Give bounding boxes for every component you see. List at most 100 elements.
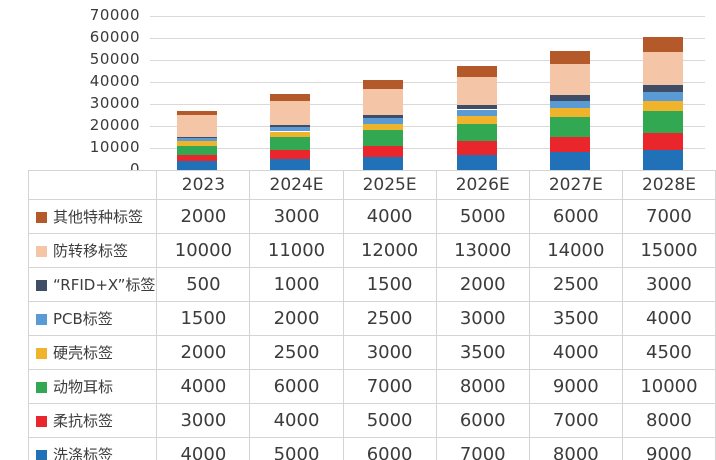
value-cell: 3000: [249, 199, 344, 234]
header-row: 2023 2024E 2025E 2026E 2027E 2028E: [27, 170, 716, 200]
series-label-cell: 柔抗标签: [27, 403, 158, 438]
bar-segment: [643, 85, 684, 92]
bar-segment: [456, 116, 497, 124]
bar-segment: [176, 161, 217, 170]
series-label: 防转移标签: [53, 242, 129, 260]
value-cell: 3000: [156, 403, 251, 438]
y-axis-tick-label: 40000: [89, 72, 140, 90]
bar-segment: [270, 124, 310, 128]
bar-segment: [363, 115, 404, 119]
series-label: 洗涤标签: [53, 446, 114, 460]
bar-segment: [176, 137, 217, 139]
bar-segment: [363, 123, 404, 131]
table-row: 硬壳标签 2000 2500 3000 3500 4000 4500: [27, 335, 716, 370]
value-cell: 12000: [342, 233, 437, 268]
column-header: 2023: [156, 170, 251, 200]
bar-segment: [456, 65, 497, 77]
value-cell: 1500: [342, 267, 437, 302]
value-cell: 10000: [621, 369, 716, 404]
series-label: 其他特种标签: [53, 208, 144, 226]
value-cell: 2000: [156, 335, 251, 370]
bar-segment: [550, 100, 590, 109]
gridline: [150, 16, 705, 17]
value-cell: 3000: [621, 267, 716, 302]
value-cell: 14000: [528, 233, 623, 268]
bar-segment: [176, 154, 217, 162]
value-cell: 6000: [342, 437, 437, 460]
bar-segment: [270, 94, 310, 101]
value-cell: 4000: [528, 335, 623, 370]
series-label: “RFID+X”标签: [53, 276, 156, 294]
bar-segment: [363, 79, 404, 89]
bar-segment: [456, 109, 497, 117]
bar-segment: [456, 154, 497, 170]
gridline: [150, 60, 705, 61]
bar-segment: [176, 141, 217, 146]
bar-segment: [176, 110, 217, 115]
y-axis-tick-label: 30000: [89, 94, 140, 112]
table-row: 动物耳标 4000 6000 7000 8000 9000 10000: [27, 369, 716, 404]
column-header: 2024E: [249, 170, 344, 200]
bar-segment: [456, 123, 497, 142]
bar-segment: [363, 88, 404, 115]
value-cell: 1000: [249, 267, 344, 302]
bar-segment: [363, 145, 404, 157]
series-label-cell: 其他特种标签: [27, 199, 158, 234]
bar-segment: [643, 132, 684, 151]
value-cell: 15000: [621, 233, 716, 268]
bar-segment: [643, 150, 684, 170]
legend-swatch-icon: [36, 212, 47, 223]
bar-segment: [270, 100, 310, 125]
bar-segment: [270, 159, 310, 170]
series-label-cell: 动物耳标: [27, 369, 158, 404]
value-cell: 500: [156, 267, 251, 302]
bar-segment: [550, 64, 590, 96]
bar-segment: [176, 145, 217, 155]
bar-segment: [643, 91, 684, 101]
series-label: 硬壳标签: [53, 344, 114, 362]
value-cell: 3500: [435, 335, 530, 370]
bar-segment: [550, 108, 590, 118]
value-cell: 13000: [435, 233, 530, 268]
table-row: PCB标签 1500 2000 2500 3000 3500 4000: [27, 301, 716, 336]
value-cell: 3000: [435, 301, 530, 336]
table-row: “RFID+X”标签 500 1000 1500 2000 2500 3000: [27, 267, 716, 302]
y-axis-tick-label: 60000: [89, 28, 140, 46]
bar-segment: [643, 110, 684, 133]
gridline: [150, 148, 705, 149]
bar-segment: [550, 95, 590, 101]
bar-segment: [363, 130, 404, 146]
value-cell: 5000: [342, 403, 437, 438]
bar-segment: [456, 105, 497, 110]
bar-segment: [456, 141, 497, 155]
value-cell: 7000: [528, 403, 623, 438]
value-cell: 3500: [528, 301, 623, 336]
value-cell: 8000: [621, 403, 716, 438]
plot-area: 0 10000 20000 30000 40000 50000 60000 70000: [0, 0, 716, 178]
series-label: 动物耳标: [53, 378, 114, 396]
value-cell: 4000: [621, 301, 716, 336]
bar-segment: [363, 156, 404, 170]
series-label-cell: “RFID+X”标签: [27, 267, 158, 302]
value-cell: 6000: [435, 403, 530, 438]
table-row: 洗涤标签 4000 5000 6000 7000 8000 9000: [27, 437, 716, 460]
table-row: 防转移标签 10000 11000 12000 13000 14000 15000: [27, 233, 716, 268]
gridline: [150, 82, 705, 83]
value-cell: 2000: [435, 267, 530, 302]
bar-segment: [363, 118, 404, 124]
table-row: 柔抗标签 3000 4000 5000 6000 7000 8000: [27, 403, 716, 438]
y-axis-tick-label: 10000: [89, 138, 140, 156]
series-label-cell: 洗涤标签: [27, 437, 158, 460]
gridline: [150, 126, 705, 127]
value-cell: 4000: [156, 437, 251, 460]
legend-swatch-icon: [36, 314, 47, 325]
value-cell: 6000: [249, 369, 344, 404]
value-cell: 8000: [528, 437, 623, 460]
column-header: 2027E: [528, 170, 623, 200]
value-cell: 4000: [342, 199, 437, 234]
value-cell: 8000: [435, 369, 530, 404]
value-cell: 7000: [435, 437, 530, 460]
column-header: 2026E: [435, 170, 530, 200]
value-cell: 11000: [249, 233, 344, 268]
